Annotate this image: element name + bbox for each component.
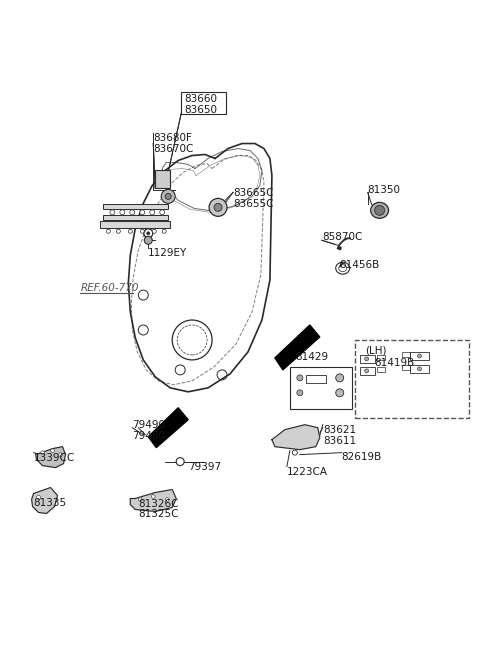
Bar bbox=[409, 352, 430, 360]
Circle shape bbox=[297, 390, 303, 396]
Text: 85870C: 85870C bbox=[322, 232, 362, 242]
Bar bbox=[103, 215, 168, 220]
Circle shape bbox=[152, 230, 156, 234]
Text: 81325C: 81325C bbox=[138, 510, 179, 520]
Circle shape bbox=[165, 194, 171, 199]
Circle shape bbox=[110, 210, 115, 215]
Text: 83655C: 83655C bbox=[233, 199, 274, 209]
Ellipse shape bbox=[371, 202, 389, 218]
Circle shape bbox=[139, 498, 142, 501]
Text: REF.60-770: REF.60-770 bbox=[81, 283, 139, 293]
Polygon shape bbox=[36, 447, 65, 468]
Circle shape bbox=[51, 449, 54, 453]
Circle shape bbox=[144, 236, 152, 244]
Text: 83660: 83660 bbox=[184, 94, 217, 104]
Text: 83680F: 83680F bbox=[153, 133, 192, 142]
Circle shape bbox=[161, 190, 175, 203]
Polygon shape bbox=[32, 487, 58, 514]
Circle shape bbox=[166, 498, 169, 501]
Text: 81456B: 81456B bbox=[340, 260, 380, 270]
Text: 1339CC: 1339CC bbox=[34, 453, 75, 462]
Text: 81335: 81335 bbox=[34, 497, 67, 508]
Bar bbox=[155, 171, 170, 188]
Text: 79480: 79480 bbox=[132, 431, 165, 441]
Bar bbox=[409, 365, 430, 373]
Circle shape bbox=[338, 246, 342, 250]
Bar bbox=[402, 365, 409, 370]
Text: 81326C: 81326C bbox=[138, 499, 179, 508]
Circle shape bbox=[128, 230, 132, 234]
Circle shape bbox=[160, 210, 165, 215]
Text: 81429: 81429 bbox=[295, 352, 328, 362]
Circle shape bbox=[365, 369, 369, 373]
Circle shape bbox=[120, 210, 125, 215]
Bar bbox=[306, 375, 326, 383]
Circle shape bbox=[107, 230, 110, 234]
Circle shape bbox=[418, 367, 421, 371]
Circle shape bbox=[36, 495, 41, 499]
Circle shape bbox=[150, 210, 155, 215]
Circle shape bbox=[297, 375, 303, 381]
Circle shape bbox=[130, 210, 135, 215]
Text: 83611: 83611 bbox=[323, 436, 356, 445]
Circle shape bbox=[152, 495, 155, 499]
Circle shape bbox=[116, 230, 120, 234]
Bar bbox=[377, 367, 384, 372]
Circle shape bbox=[209, 198, 227, 216]
Circle shape bbox=[147, 232, 150, 235]
Text: 81419B: 81419B bbox=[374, 358, 415, 368]
Bar bbox=[103, 205, 168, 209]
Bar bbox=[290, 367, 352, 409]
Text: 83650: 83650 bbox=[184, 105, 217, 115]
Bar bbox=[355, 340, 469, 418]
Text: 83621: 83621 bbox=[323, 424, 356, 435]
Circle shape bbox=[336, 389, 344, 397]
Text: (LH): (LH) bbox=[365, 346, 386, 356]
Text: 83670C: 83670C bbox=[153, 144, 193, 154]
Text: 79397: 79397 bbox=[188, 462, 221, 472]
Bar bbox=[377, 355, 384, 360]
Circle shape bbox=[140, 210, 145, 215]
Text: 1223CA: 1223CA bbox=[287, 466, 328, 477]
Text: 83665C: 83665C bbox=[233, 188, 274, 198]
Circle shape bbox=[162, 230, 166, 234]
Circle shape bbox=[59, 453, 62, 457]
Circle shape bbox=[365, 357, 369, 361]
Circle shape bbox=[214, 203, 222, 211]
Circle shape bbox=[41, 451, 44, 455]
Bar bbox=[360, 355, 374, 363]
Circle shape bbox=[336, 374, 344, 382]
Polygon shape bbox=[148, 408, 188, 447]
Polygon shape bbox=[272, 424, 320, 449]
Polygon shape bbox=[130, 489, 176, 512]
Bar bbox=[100, 221, 170, 228]
Circle shape bbox=[374, 205, 384, 215]
Text: 82619B: 82619B bbox=[342, 451, 382, 462]
Text: 1129EY: 1129EY bbox=[148, 248, 188, 258]
Bar bbox=[181, 92, 226, 113]
Circle shape bbox=[418, 354, 421, 358]
Bar bbox=[360, 367, 374, 375]
Bar bbox=[402, 352, 409, 357]
Circle shape bbox=[140, 230, 144, 234]
Polygon shape bbox=[275, 325, 320, 370]
Text: 79490: 79490 bbox=[132, 420, 165, 430]
Text: 81350: 81350 bbox=[368, 186, 401, 195]
